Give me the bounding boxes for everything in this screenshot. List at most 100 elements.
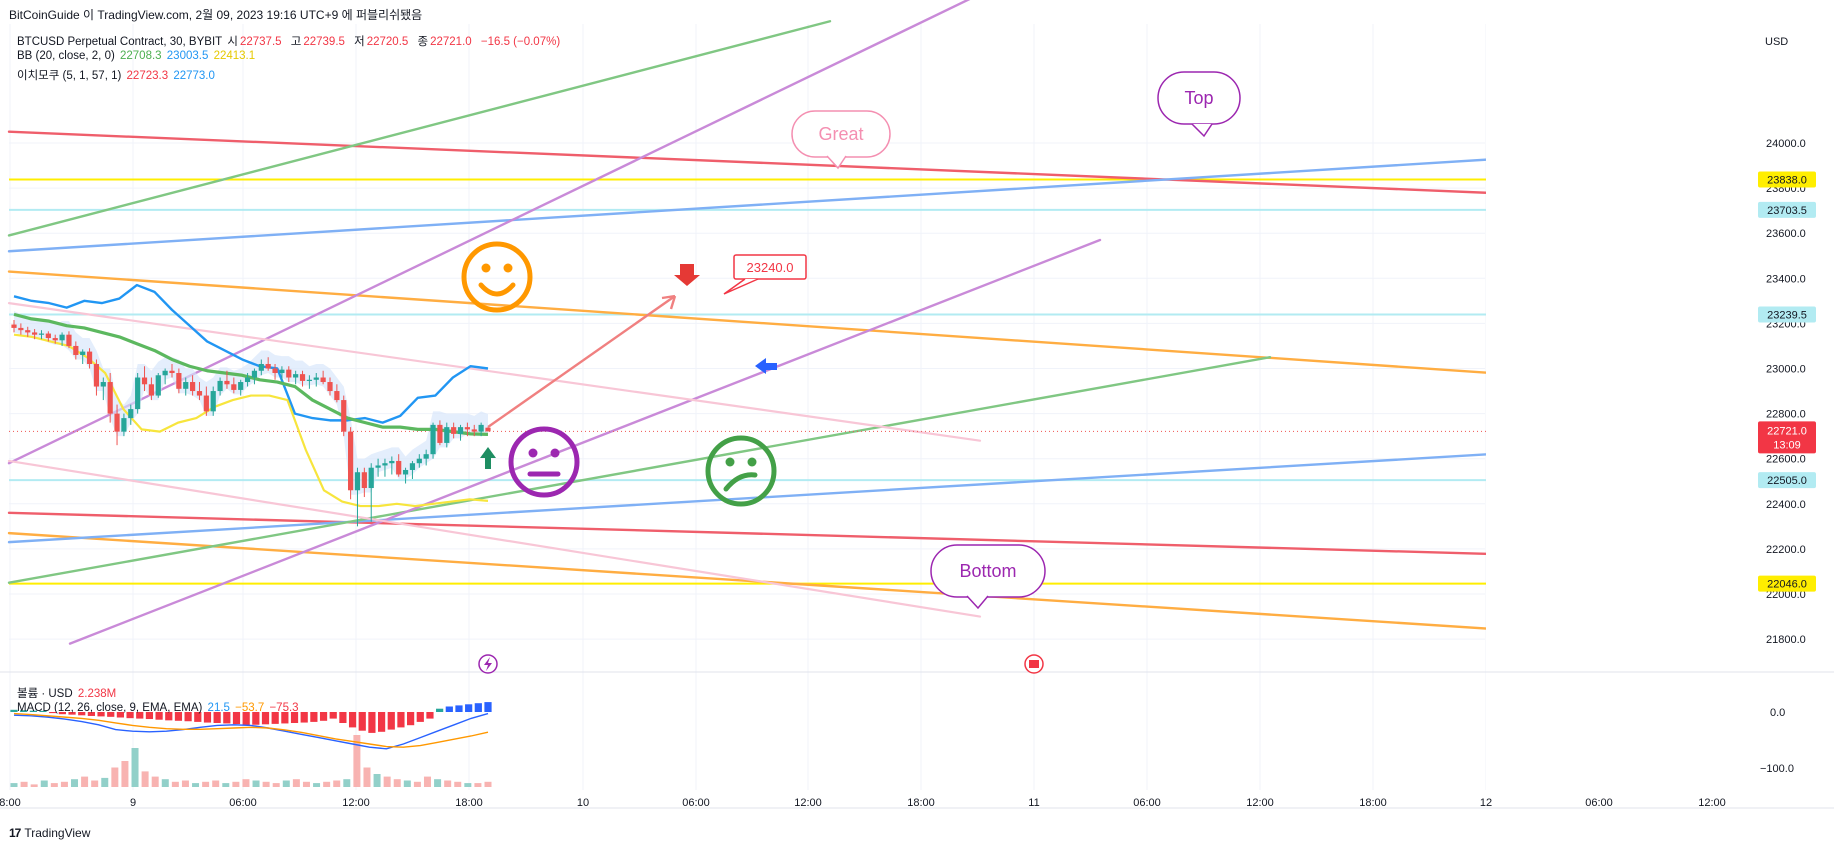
candle-body (478, 424, 484, 432)
volume-bar (413, 781, 421, 787)
volume-bar (282, 780, 290, 787)
candle-body (286, 369, 292, 378)
projection-arrow-head (661, 294, 677, 310)
volume-bar (252, 780, 260, 787)
price-label: 23838.0 (1767, 175, 1807, 187)
candle-body (32, 332, 38, 335)
us-flag-glyph (1029, 660, 1039, 668)
candle-body (169, 370, 175, 374)
candle-body (121, 418, 127, 432)
candles (11, 320, 491, 527)
volume-bar (262, 781, 270, 787)
volume-bar (423, 776, 431, 787)
candle-body (66, 334, 72, 346)
macd-histogram-bar (232, 712, 241, 725)
ichimoku-value-2: 22773.0 (173, 70, 215, 82)
price-label: 23703.5 (1767, 205, 1807, 217)
legend-ichimoku[interactable]: 이치모쿠 (5, 1, 57, 1) 22723.3 22773.0 (17, 67, 217, 83)
candle-body (272, 368, 278, 374)
x-tick-label: 18:00 (455, 797, 483, 809)
volume-bar (454, 781, 462, 787)
candle-body (176, 373, 182, 389)
candle-body (354, 472, 361, 491)
legend-bb[interactable]: BB (20, close, 2, 0) 22708.3 23003.5 224… (17, 50, 257, 62)
candle-body (389, 460, 395, 464)
volume-bar (343, 779, 351, 787)
volume-bar (363, 767, 371, 787)
footer-brand: TradingView (24, 826, 91, 840)
price-tag-tail (723, 278, 759, 295)
ichimoku-value-1: 22723.3 (126, 70, 169, 82)
candle-body (485, 427, 491, 432)
macd-histogram-bar (39, 710, 47, 712)
x-tick-label: 12:00 (794, 797, 822, 809)
volume-bar (313, 783, 321, 787)
candle-body (18, 327, 24, 331)
macd-histogram-bar (10, 709, 18, 712)
x-tick-label: 06:00 (682, 797, 710, 809)
volume-bar (91, 780, 99, 787)
last-price-bg (1758, 421, 1816, 454)
macd-histogram-bar (339, 712, 347, 723)
volume-bar (10, 783, 18, 787)
volume-bar (484, 781, 492, 787)
candle-body (348, 431, 354, 491)
face-outline (461, 241, 533, 313)
candle-body (327, 382, 333, 392)
legend-macd[interactable]: MACD (12, 26, close, 9, EMA, EMA) 21.5 −… (17, 702, 301, 714)
face-eye (725, 457, 735, 467)
macd-histogram-bar (20, 710, 28, 712)
x-tick-label: 18:00 (1359, 797, 1387, 809)
legend-volume[interactable]: 볼륨 · USD 2.238M (17, 685, 118, 701)
candle-body (251, 370, 258, 378)
volume-bar (141, 771, 149, 787)
ichimoku-cloud (14, 310, 488, 495)
candle-body (38, 333, 45, 335)
candle-body (93, 363, 100, 387)
candle-body (382, 463, 388, 466)
volume-bar (151, 776, 159, 787)
macd-histogram-bar (484, 702, 492, 712)
macd-value-3: −75.3 (269, 702, 299, 714)
bb-basis-line (13, 312, 489, 436)
candle-body (231, 384, 237, 390)
open-value: 22737.5 (239, 36, 282, 48)
x-tick-label: 12:00 (1246, 797, 1274, 809)
macd-histogram-bar (223, 712, 231, 724)
volume-bar (50, 783, 58, 787)
macd-histogram-bar (116, 712, 125, 718)
x-tick-label: 12:00 (342, 797, 370, 809)
volume-bar (474, 783, 482, 787)
legend-symbol[interactable]: BTCUSD Perpetual Contract, 30, BYBIT 시 22… (17, 33, 562, 49)
volume-bar (20, 781, 28, 787)
red-trendline (7, 130, 1757, 206)
volume-bar (181, 780, 189, 787)
change-value: −16.5 (−0.07%) (480, 36, 561, 48)
candle-body (203, 395, 209, 412)
macd-value-2: −53.7 (235, 702, 265, 714)
macd-histogram-bar (136, 712, 144, 719)
bb-upper-line (13, 283, 489, 424)
price-label: 22505.0 (1767, 475, 1807, 487)
y-tick-label: 24000.0 (1766, 138, 1806, 150)
red-trendline (7, 511, 1757, 563)
candle-body (59, 334, 65, 341)
volume-bar (131, 748, 139, 787)
volume-bar (111, 767, 119, 787)
candle-body (430, 424, 436, 455)
down-arrow-icon (674, 264, 700, 286)
price-label-bg (1758, 171, 1816, 188)
purple-trendline (68, 238, 1102, 645)
x-tick-label: 12:00 (1698, 797, 1726, 809)
x-tick-label: 12 (1480, 797, 1492, 809)
volume-bar (333, 780, 341, 787)
candle-body (210, 391, 216, 412)
x-tick-label: 06:00 (229, 797, 257, 809)
candle-body (183, 382, 189, 389)
macd-histogram-bar (358, 712, 366, 731)
macd-histogram-bar (445, 706, 453, 712)
macd-histogram-bar (203, 712, 212, 723)
candle-body (80, 351, 86, 355)
